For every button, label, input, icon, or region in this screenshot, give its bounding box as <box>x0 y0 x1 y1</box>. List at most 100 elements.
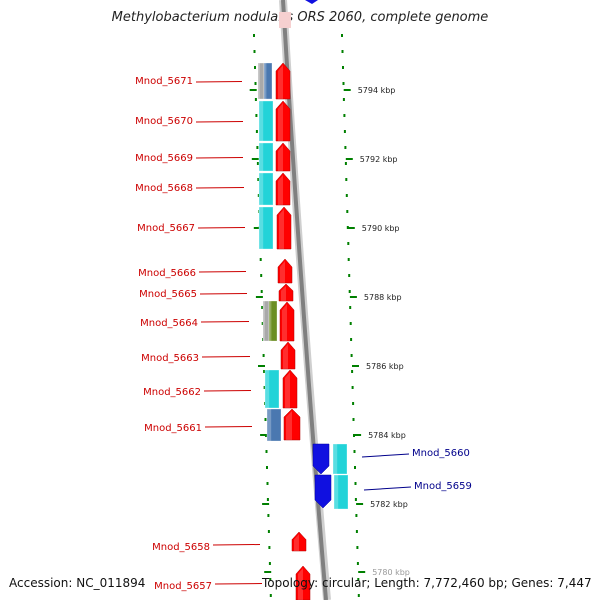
track-dot <box>344 162 347 165</box>
cds-box-highlight <box>267 409 272 441</box>
forward-gene-arrow <box>278 283 294 302</box>
scale-tick-right <box>356 503 364 505</box>
track-dot <box>347 242 350 245</box>
cds-box-highlight <box>259 173 264 205</box>
gene-arrow-shade <box>278 145 283 171</box>
gene-arrow-shade <box>279 209 284 249</box>
gene-leader-line <box>212 544 261 546</box>
cds-box <box>258 206 274 250</box>
gene-label-forward[interactable]: Mnod_5667 <box>137 223 195 234</box>
gene-label-forward[interactable]: Mnod_5668 <box>135 183 193 194</box>
scale-tick-left <box>262 503 270 505</box>
track-dot <box>355 530 358 533</box>
cds-box-highlight <box>333 444 338 474</box>
gene-arrow-shade <box>285 372 290 408</box>
gene-label-forward[interactable]: Mnod_5671 <box>135 76 193 87</box>
gene-label-forward[interactable]: Mnod_5658 <box>152 542 210 553</box>
scale-tick-label: 5780 kbp <box>372 568 410 577</box>
track-dot <box>269 578 272 581</box>
track-dot <box>256 146 259 149</box>
track-dot <box>349 322 352 325</box>
scale-tick-left <box>253 227 261 229</box>
gene-leader-line <box>204 426 253 428</box>
gene-arrow-shade <box>278 65 283 99</box>
gene-arrow-shade <box>294 534 299 551</box>
scale-tick-left <box>255 296 263 298</box>
track-dot <box>351 370 354 373</box>
gene-label-forward[interactable]: Mnod_5664 <box>140 318 198 329</box>
gene-arrow-shade <box>286 411 292 440</box>
track-dot <box>353 434 355 437</box>
track-dot <box>343 114 346 117</box>
track-dot <box>347 258 350 261</box>
topology-label: Topology: circular; Length: 7,772,460 bp… <box>262 576 592 590</box>
track-dot <box>259 258 262 261</box>
right-dotted-track <box>341 34 360 597</box>
gene-leader-line <box>195 121 244 123</box>
gene-label-forward[interactable]: Mnod_5666 <box>138 268 196 279</box>
scale-tick-label: 5794 kbp <box>358 86 396 95</box>
gene-leader-line <box>361 453 410 458</box>
gene-leader-line <box>197 227 246 229</box>
cds-box-highlight <box>269 301 272 341</box>
track-dot <box>346 210 349 213</box>
reverse-gene-arrow <box>314 474 332 509</box>
track-dot <box>260 290 263 293</box>
cds-box-highlight <box>259 143 264 171</box>
scale-tick-right <box>358 571 366 573</box>
forward-gene-arrow <box>280 341 296 370</box>
forward-gene-arrow <box>275 100 291 142</box>
track-dot <box>345 178 348 181</box>
track-dot <box>253 34 255 37</box>
track-dot <box>261 306 264 309</box>
track-dot <box>345 194 348 197</box>
gene-label-forward[interactable]: Mnod_5665 <box>139 289 197 300</box>
track-dot <box>256 162 259 165</box>
gene-leader-line <box>195 187 245 189</box>
gene-label-reverse[interactable]: Mnod_5659 <box>414 481 472 492</box>
cds-box <box>258 172 274 206</box>
track-dot <box>260 274 263 277</box>
track-dot <box>254 66 256 69</box>
scale-tick-label: 5792 kbp <box>360 155 398 164</box>
scale-tick-right <box>352 365 359 367</box>
track-dot <box>269 594 272 597</box>
gene-leader-line <box>203 390 252 392</box>
cds-box-highlight <box>259 207 264 249</box>
gene-leader-line <box>201 356 251 358</box>
gene-label-forward[interactable]: Mnod_5670 <box>135 116 193 127</box>
scale-tick-label: 5788 kbp <box>364 293 402 302</box>
track-dot <box>350 338 353 341</box>
gene-label-forward[interactable]: Mnod_5663 <box>141 353 199 364</box>
cds-box <box>332 443 348 475</box>
gene-leader-line <box>363 486 412 491</box>
track-dot <box>354 466 356 469</box>
cds-box-highlight <box>265 370 270 408</box>
track-dot <box>341 50 344 53</box>
cds-box <box>266 408 282 442</box>
track-dot <box>267 514 270 517</box>
cds-box-highlight <box>263 301 265 341</box>
cds-box <box>258 142 274 172</box>
track-dot <box>266 466 268 469</box>
gene-label-forward[interactable]: Mnod_5661 <box>144 423 202 434</box>
forward-gene-arrow <box>275 172 291 206</box>
gene-leader-line <box>195 81 243 83</box>
scale-tick-marks <box>249 89 366 573</box>
track-dot <box>356 546 359 549</box>
cds-box-highlight <box>259 101 264 141</box>
cds-box-highlight <box>334 475 339 509</box>
gene-label-forward[interactable]: Mnod_5657 <box>154 581 212 592</box>
track-dot <box>255 114 258 117</box>
gene-label-reverse[interactable]: Mnod_5660 <box>412 448 470 459</box>
gene-label-forward[interactable]: Mnod_5669 <box>135 153 193 164</box>
track-dot <box>343 130 346 133</box>
track-dot <box>344 146 347 149</box>
track-dot <box>354 482 357 485</box>
track-dot <box>263 386 266 389</box>
track-dot <box>268 546 271 549</box>
top-gene-fragment <box>305 0 318 4</box>
gene-label-forward[interactable]: Mnod_5662 <box>143 387 201 398</box>
